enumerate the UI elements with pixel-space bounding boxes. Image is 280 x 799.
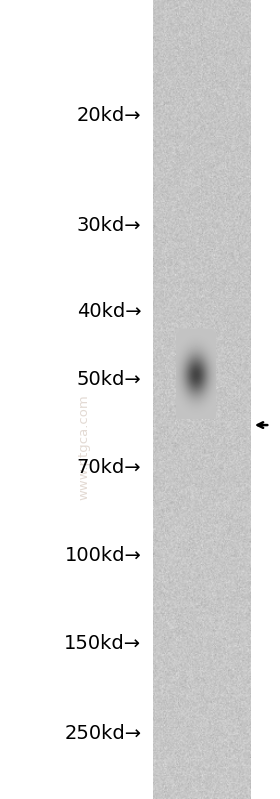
Text: 50kd→: 50kd→ xyxy=(77,370,141,389)
Text: 100kd→: 100kd→ xyxy=(64,546,141,565)
Text: 30kd→: 30kd→ xyxy=(77,216,141,235)
Text: 250kd→: 250kd→ xyxy=(64,724,141,743)
Text: 150kd→: 150kd→ xyxy=(64,634,141,653)
Text: 40kd→: 40kd→ xyxy=(77,302,141,321)
Text: 20kd→: 20kd→ xyxy=(77,106,141,125)
Text: 70kd→: 70kd→ xyxy=(77,458,141,477)
Text: www.ptgca.com: www.ptgca.com xyxy=(78,395,90,500)
